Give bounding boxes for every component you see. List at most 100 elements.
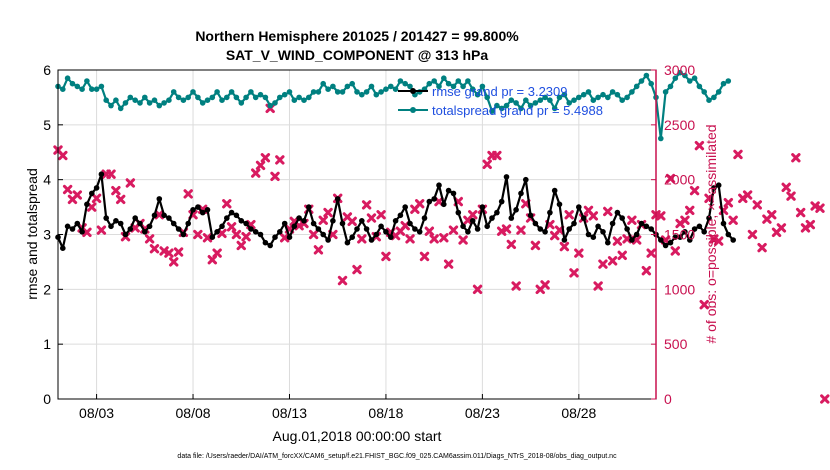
rmse-point <box>151 212 158 219</box>
chart-subtitle: SAT_V_WIND_COMPONENT @ 313 hPa <box>226 47 489 63</box>
rmse-point <box>89 190 95 197</box>
rmse-point <box>629 237 635 243</box>
totalspread-point <box>117 105 124 112</box>
totalspread-point <box>672 75 679 81</box>
totalspread-point <box>715 89 722 95</box>
obs-assimilated-point <box>665 173 676 184</box>
right-axis-ticks: 0 500 1000 1500 2000 2500 3000 <box>651 62 695 407</box>
totalspread-point <box>248 89 254 95</box>
rmse-point <box>450 190 457 197</box>
rmse-point <box>228 209 235 216</box>
totalspread-point <box>556 94 563 101</box>
totalspread-point <box>595 94 601 101</box>
obs-assimilated-point <box>805 219 816 230</box>
rmse-point <box>214 229 220 235</box>
totalspread-point <box>624 94 630 101</box>
totalspread-point <box>185 94 191 101</box>
right-y-axis-label: # of obs: o=possible; ×=assimilated <box>703 124 719 343</box>
rmse-point <box>334 196 341 202</box>
y-tick-label: 5 <box>43 117 51 133</box>
obs-assimilated-point <box>439 233 449 243</box>
obs-assimilated-point <box>482 159 492 170</box>
totalspread-point <box>146 100 153 106</box>
x-tick-label: 08/23 <box>465 405 500 421</box>
obs-assimilated-point <box>540 280 550 290</box>
totalspread-point <box>600 91 606 98</box>
rmse-point <box>392 218 399 224</box>
totalspread-point <box>527 102 534 109</box>
totalspread-point <box>344 83 351 90</box>
rmse-point <box>624 226 630 232</box>
rmse-point <box>687 237 693 243</box>
rmse-point <box>310 220 317 227</box>
totalspread-point <box>590 97 597 103</box>
obs-assimilated-point <box>251 168 261 178</box>
obs-assimilated-point <box>173 247 184 257</box>
rmse-point <box>156 196 163 202</box>
obs-assimilated-point <box>226 222 237 232</box>
obs-assimilated-point <box>458 235 468 245</box>
rmse-point <box>185 220 191 227</box>
rmse-point <box>103 215 109 221</box>
obs-assimilated-point <box>376 210 386 220</box>
totalspread-point <box>605 94 611 101</box>
totalspread-point <box>60 86 66 92</box>
totalspread-point <box>388 83 394 90</box>
obs-assimilated-point <box>275 155 285 165</box>
obs-assimilated-point <box>795 207 806 218</box>
obs-assimilated-point <box>260 153 271 163</box>
totalspread-point <box>648 80 654 87</box>
rmse-point <box>585 231 592 238</box>
rmse-point <box>373 231 380 238</box>
totalspread-point <box>209 94 216 101</box>
totalspread-point <box>450 83 457 90</box>
obs-assimilated-point <box>405 234 415 244</box>
rmse-point <box>204 207 211 213</box>
rmse-point <box>561 237 568 243</box>
rmse-point <box>600 229 606 235</box>
totalspread-point <box>479 83 486 90</box>
obs-assimilated-point <box>164 248 174 258</box>
rmse-point <box>257 231 264 238</box>
obs-assimilated-point <box>222 199 232 209</box>
obs-assimilated-point <box>559 241 570 252</box>
x-tick-label: 08/18 <box>368 405 403 421</box>
obs-assimilated-point <box>144 234 155 244</box>
right-tick-label: 1000 <box>664 281 695 297</box>
totalspread-point <box>228 89 235 95</box>
rmse-point <box>667 239 674 246</box>
y-tick-label: 0 <box>43 391 51 407</box>
legend-spread-marker <box>410 107 416 113</box>
rmse-point <box>209 234 216 240</box>
rmse-point <box>426 198 433 205</box>
totalspread-point <box>465 78 471 84</box>
obs-assimilated-point <box>279 233 290 243</box>
rmse-point <box>320 231 327 238</box>
rmse-point <box>248 226 254 232</box>
rmse-point <box>142 229 148 235</box>
rmse-point <box>566 226 572 232</box>
totalspread-point <box>508 97 515 103</box>
totalspread-point <box>383 86 389 92</box>
totalspread-point <box>291 97 298 103</box>
rmse-point <box>609 220 616 227</box>
obs-assimilated-point <box>183 189 193 199</box>
rmse-point <box>344 239 351 246</box>
totalspread-point <box>474 91 481 98</box>
obs-assimilated-point <box>776 223 787 233</box>
rmse-point <box>614 209 621 216</box>
obs-assimilated-point <box>472 284 483 295</box>
totalspread-point <box>330 83 336 90</box>
rmse-point <box>132 215 138 221</box>
rmse-point <box>146 223 153 230</box>
obs-assimilated-point <box>381 251 391 262</box>
obs-assimilated-point <box>323 207 333 218</box>
totalspread-point <box>460 83 466 90</box>
totalspread-point <box>498 105 505 112</box>
totalspread-point <box>537 97 544 103</box>
totalspread-point <box>195 94 201 101</box>
obs-assimilated-point <box>530 240 541 251</box>
obs-assimilated-point <box>231 229 242 240</box>
obs-assimilated-point <box>366 213 377 223</box>
